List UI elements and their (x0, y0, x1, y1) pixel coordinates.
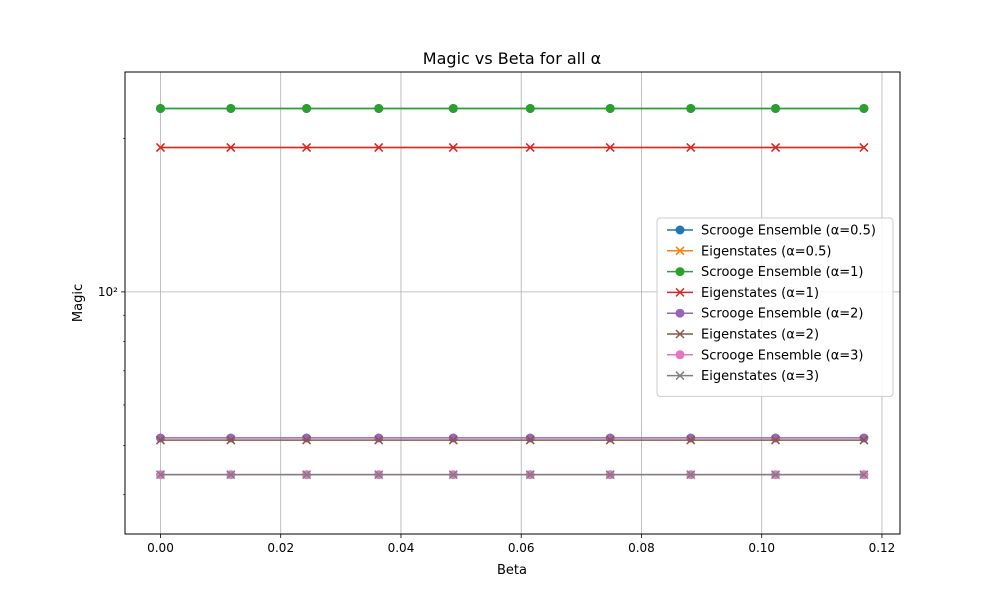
y-tick-label: 10² (98, 285, 118, 299)
data-point-x (374, 142, 384, 153)
legend-marker-circle (675, 267, 685, 277)
x-axis-ticks: 0.00 0.02 0.04 0.06 0.08 0.10 0.12 (147, 534, 895, 555)
legend-item: Eigenstates (α=3) (667, 369, 819, 384)
legend-item: Eigenstates (α=0.5) (667, 244, 831, 259)
data-point-x (525, 470, 535, 480)
data-point-x (686, 470, 696, 480)
legend-marker-x (675, 329, 685, 339)
data-point-x (525, 142, 535, 153)
data-point-x (155, 435, 166, 445)
legend-marker-circle (675, 350, 685, 360)
data-point-circle (226, 103, 236, 113)
data-point-x (448, 435, 458, 445)
series-group (155, 435, 869, 445)
data-point-x (302, 470, 312, 480)
data-point-circle (448, 103, 458, 113)
y-axis-label: Magic (71, 284, 86, 322)
legend-item: Scrooge Ensemble (α=2) (667, 307, 864, 322)
x-tick-label: 0.04 (388, 541, 415, 555)
x-tick-label: 0.02 (267, 541, 294, 555)
data-point-circle (302, 103, 312, 113)
legend-label: Eigenstates (α=1) (701, 286, 819, 301)
data-point-x (605, 435, 615, 445)
series-group (155, 470, 869, 480)
legend-label: Scrooge Ensemble (α=2) (701, 307, 864, 322)
data-point-circle (771, 103, 781, 113)
data-point-x (226, 142, 236, 153)
legend-label: Scrooge Ensemble (α=0.5) (701, 224, 876, 239)
legend: Scrooge Ensemble (α=0.5) Eigenstates (α=0… (656, 217, 894, 397)
data-point-x (771, 470, 781, 480)
data-point-x (302, 435, 312, 445)
data-point-x (605, 142, 615, 153)
legend-marker-x (675, 371, 685, 381)
x-tick-label: 0.08 (628, 541, 655, 555)
legend-item: Scrooge Ensemble (α=1) (667, 265, 864, 280)
data-point-x (859, 470, 869, 480)
x-tick-label: 0.06 (508, 541, 535, 555)
data-point-x (226, 435, 236, 445)
data-point-circle (155, 103, 165, 113)
legend-item: Eigenstates (α=1) (667, 286, 819, 301)
data-point-circle (686, 103, 696, 113)
data-point-x (155, 142, 166, 153)
legend-label: Eigenstates (α=3) (701, 369, 819, 384)
legend-label: Eigenstates (α=2) (701, 328, 819, 343)
data-point-x (448, 142, 458, 153)
data-point-x (374, 435, 384, 445)
data-point-x (771, 435, 781, 445)
data-point-x (525, 435, 535, 445)
legend-item: Eigenstates (α=2) (667, 328, 819, 343)
legend-marker-x (675, 287, 685, 297)
plot-series (155, 103, 869, 480)
series-group (155, 142, 869, 153)
legend-label: Scrooge Ensemble (α=1) (701, 265, 864, 280)
data-point-x (859, 435, 869, 445)
legend-label: Scrooge Ensemble (α=3) (701, 348, 864, 363)
x-tick-label: 0.12 (869, 541, 896, 555)
legend-marker-circle (675, 225, 685, 235)
data-point-x (686, 435, 696, 445)
data-point-circle (605, 103, 615, 113)
data-point-circle (374, 103, 384, 113)
y-axis-ticks: 10² (98, 138, 125, 496)
data-point-x (155, 470, 166, 480)
legend-frame (656, 217, 894, 397)
data-point-x (771, 142, 781, 153)
data-point-x (302, 142, 312, 153)
data-point-x (605, 470, 615, 480)
data-point-x (859, 142, 869, 153)
x-axis-label: Beta (497, 563, 527, 578)
x-tick-label: 0.00 (147, 541, 174, 555)
legend-item: Scrooge Ensemble (α=3) (667, 348, 864, 363)
data-point-x (374, 470, 384, 480)
plot-area-frame (124, 71, 901, 535)
legend-marker-x (675, 246, 685, 256)
data-point-circle (525, 103, 535, 113)
data-point-x (686, 142, 696, 153)
data-point-circle (859, 103, 869, 113)
series-group (155, 103, 869, 113)
legend-label: Eigenstates (α=0.5) (701, 244, 831, 259)
x-tick-label: 0.10 (748, 541, 775, 555)
chart-title: Magic vs Beta for all α (423, 49, 601, 68)
data-point-x (226, 470, 236, 480)
data-point-x (448, 470, 458, 480)
legend-marker-circle (675, 308, 685, 318)
legend-item: Scrooge Ensemble (α=0.5) (667, 224, 876, 239)
